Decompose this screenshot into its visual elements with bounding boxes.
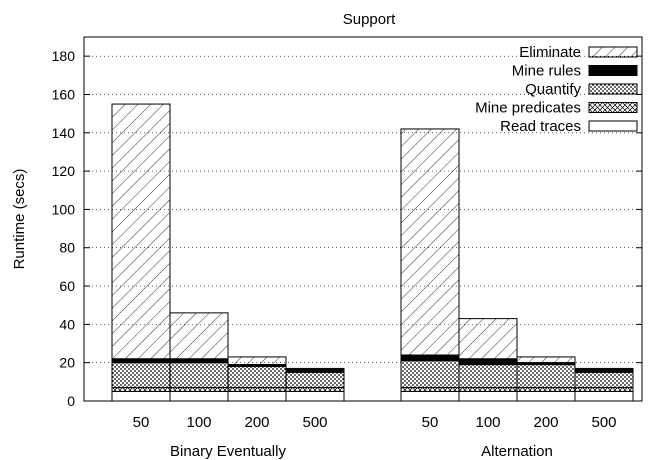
bar-segment-mine-rules [458, 358, 518, 366]
bar-segment-mine-rules [111, 358, 171, 364]
bar-segment-mine-predicates [169, 387, 229, 392]
bar-segment-mine-predicates [227, 387, 287, 392]
bar-segment-mine-predicates [400, 387, 460, 392]
legend-swatch [588, 120, 638, 132]
x-tick-label: 200 [244, 414, 269, 431]
x-tick-label: 50 [133, 414, 150, 431]
bars [111, 103, 634, 402]
x-tick-label: 500 [302, 414, 327, 431]
bar-segment-quantify [516, 364, 576, 389]
y-axis-label: Runtime (secs) [11, 169, 28, 270]
bar-segment-read-traces [574, 390, 634, 402]
bar-segment-mine-predicates [458, 387, 518, 392]
legend-label: Read traces [500, 118, 581, 135]
bar-segment-quantify [400, 360, 460, 389]
x-tick-label: 200 [533, 414, 558, 431]
group-label: Binary Eventually [170, 443, 286, 460]
bar-segment-quantify [458, 364, 518, 389]
y-tick-label: 120 [52, 163, 76, 179]
bar-segment-mine-predicates [574, 387, 634, 392]
bar-segment-quantify [111, 362, 171, 389]
x-tick-label: 500 [591, 414, 616, 431]
bar-segment-eliminate [458, 318, 518, 360]
bar-segment-mine-rules [574, 367, 634, 373]
bar-segment-eliminate [516, 356, 576, 364]
y-tick-label: 80 [59, 240, 75, 256]
bar-segment-read-traces [516, 390, 576, 402]
legend-label: Quantify [525, 81, 581, 98]
bar-segment-eliminate [111, 103, 171, 360]
legend-swatch [588, 65, 638, 76]
y-tick-label: 140 [52, 125, 76, 141]
y-tick-label: 100 [52, 201, 76, 217]
bar-segment-read-traces [285, 390, 345, 402]
y-tick-label: 160 [52, 86, 76, 102]
bar-segment-read-traces [458, 390, 518, 402]
bar-segment-quantify [169, 362, 229, 389]
bar-segment-read-traces [227, 390, 287, 402]
x-axis-labels: 50 100 200 500 Binary Eventually 50 100 200 500 A… [133, 414, 617, 460]
x-tick-label: 100 [475, 414, 500, 431]
bar-segment-read-traces [169, 390, 229, 402]
bar-segment-quantify [285, 371, 345, 389]
legend-swatch [588, 102, 638, 113]
x-tick-label: 50 [422, 414, 439, 431]
y-tick-label: 180 [52, 48, 76, 64]
x-tick-label: 100 [186, 414, 211, 431]
y-tick-label: 20 [59, 355, 75, 371]
bar-segment-quantify [574, 371, 634, 389]
bar-segment-eliminate [400, 128, 460, 356]
bar-segment-mine-predicates [111, 387, 171, 392]
bar-segment-quantify [227, 366, 287, 389]
bar-segment-mine-rules [400, 354, 460, 362]
bar-segment-mine-rules [285, 367, 345, 373]
bar-segment-mine-predicates [516, 387, 576, 392]
legend-label: Mine predicates [475, 100, 581, 117]
bar-segment-eliminate [227, 356, 287, 366]
y-tick-label: 0 [67, 393, 75, 409]
y-axis-ticks: 0 20 40 60 80 100 120 140 160 180 [52, 48, 642, 409]
plot-frame [83, 36, 643, 402]
legend-label: Mine rules [512, 63, 581, 80]
y-tick-label: 40 [59, 316, 75, 332]
bar-segment-read-traces [400, 390, 460, 402]
legend-label: Eliminate [519, 44, 581, 61]
bar-segment-mine-predicates [285, 387, 345, 392]
bar-segment-read-traces [111, 390, 171, 402]
legend-swatch [588, 83, 638, 95]
group-label: Alternation [481, 443, 553, 460]
bar-segment-mine-rules [169, 358, 229, 364]
legend-swatch [588, 46, 638, 58]
chart-title: Support [343, 11, 396, 28]
y-tick-label: 60 [59, 278, 75, 294]
bar-segment-eliminate [169, 312, 229, 360]
